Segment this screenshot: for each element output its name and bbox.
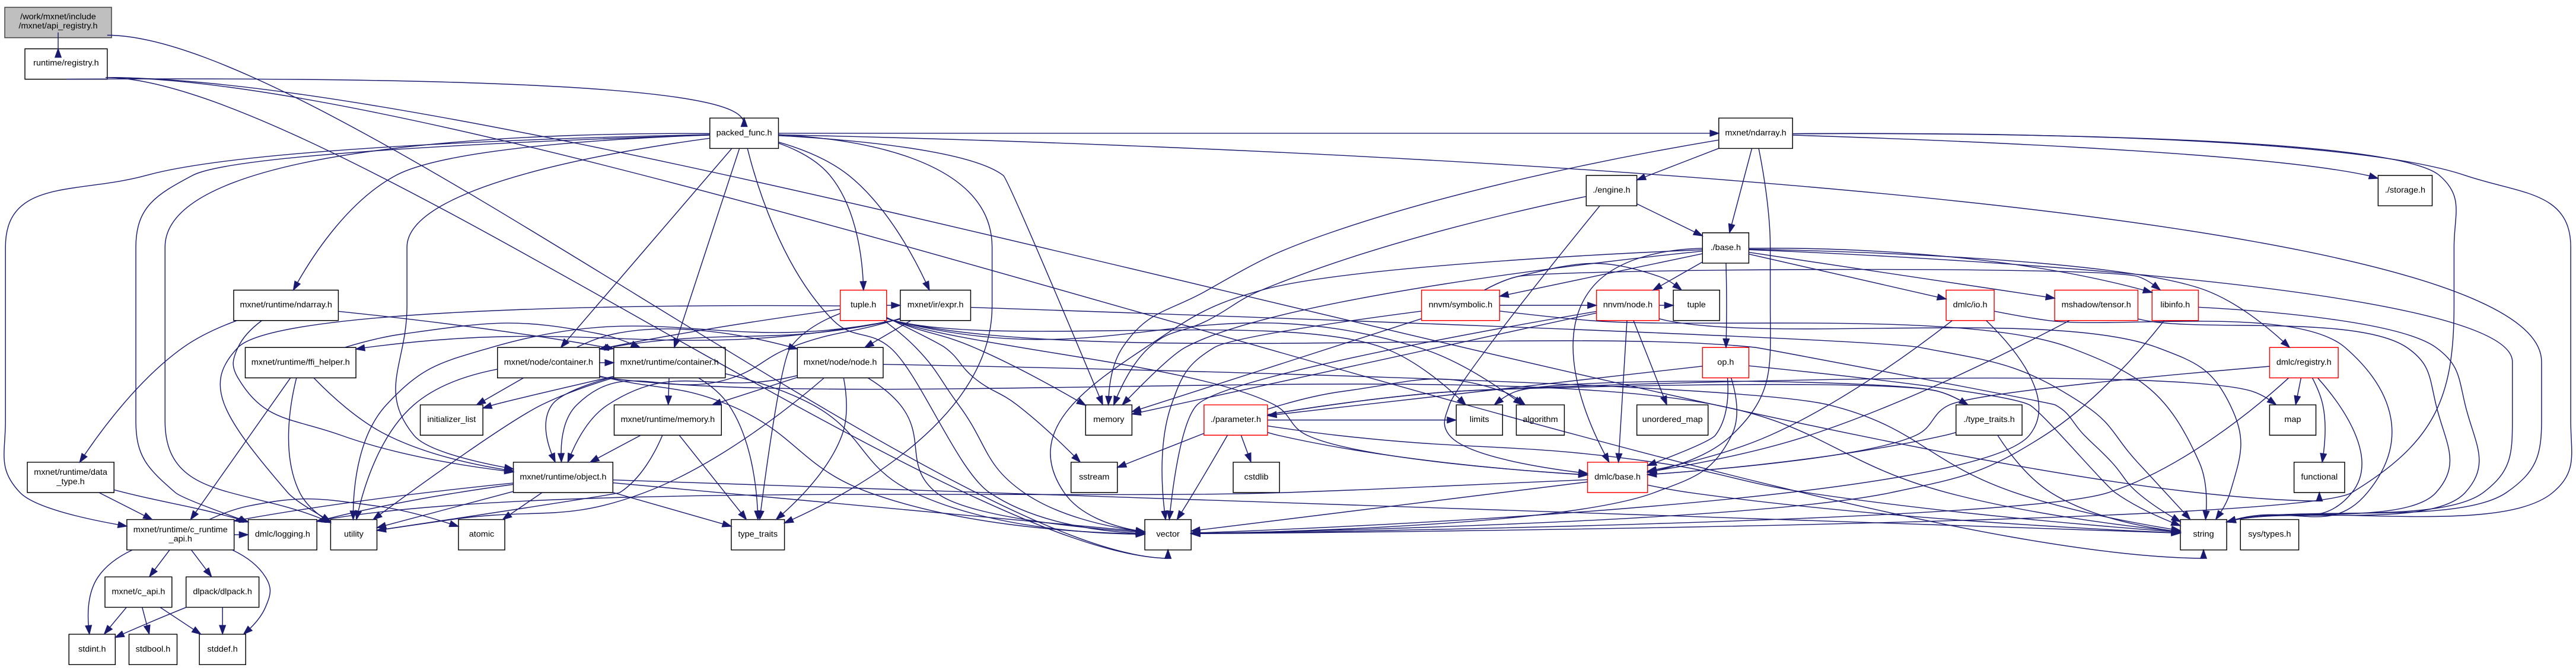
svg-text:tuple.h: tuple.h	[851, 301, 876, 310]
svg-text:atomic: atomic	[469, 530, 495, 539]
svg-text:map: map	[2284, 415, 2301, 424]
svg-text:tuple: tuple	[1687, 301, 1706, 310]
svg-text:limits: limits	[1470, 415, 1489, 424]
svg-text:./storage.h: ./storage.h	[2385, 186, 2425, 195]
svg-text:stdint.h: stdint.h	[78, 644, 106, 654]
svg-text:./parameter.h: ./parameter.h	[1211, 415, 1261, 424]
svg-text:cstdlib: cstdlib	[1244, 472, 1269, 482]
svg-text:utility: utility	[344, 530, 364, 539]
svg-text:_api.h: _api.h	[168, 535, 192, 544]
svg-text:mxnet/node/container.h: mxnet/node/container.h	[504, 358, 593, 367]
svg-text:mxnet/runtime/c_runtime: mxnet/runtime/c_runtime	[133, 525, 228, 535]
svg-text:stdbool.h: stdbool.h	[136, 644, 171, 654]
svg-text:type_traits: type_traits	[738, 530, 778, 539]
svg-text:algorithm: algorithm	[1523, 415, 1558, 424]
svg-text:mxnet/runtime/object.h: mxnet/runtime/object.h	[520, 472, 606, 482]
svg-text:./type_traits.h: ./type_traits.h	[1963, 415, 2015, 424]
svg-text:mxnet/runtime/container.h: mxnet/runtime/container.h	[620, 358, 719, 367]
svg-text:stddef.h: stddef.h	[207, 644, 237, 654]
svg-text:_type.h: _type.h	[56, 477, 84, 487]
svg-text:mshadow/tensor.h: mshadow/tensor.h	[2062, 301, 2131, 310]
svg-text:dmlc/logging.h: dmlc/logging.h	[255, 530, 310, 539]
svg-text:mxnet/runtime/ndarray.h: mxnet/runtime/ndarray.h	[240, 301, 332, 310]
svg-text:./engine.h: ./engine.h	[1593, 186, 1630, 195]
svg-text:functional: functional	[2301, 472, 2338, 482]
svg-text:mxnet/c_api.h: mxnet/c_api.h	[112, 587, 165, 597]
svg-text:string: string	[2193, 530, 2214, 539]
svg-text:dmlc/io.h: dmlc/io.h	[1953, 301, 1988, 310]
svg-text:memory: memory	[1093, 415, 1125, 424]
svg-text:initializer_list: initializer_list	[427, 415, 476, 424]
svg-text:mxnet/ndarray.h: mxnet/ndarray.h	[1725, 128, 1786, 138]
svg-text:/work/mxnet/include: /work/mxnet/include	[20, 12, 96, 21]
svg-text:mxnet/ir/expr.h: mxnet/ir/expr.h	[908, 301, 964, 310]
svg-text:mxnet/runtime/ffi_helper.h: mxnet/runtime/ffi_helper.h	[251, 358, 350, 367]
svg-text:unordered_map: unordered_map	[1642, 415, 1703, 424]
svg-text:runtime/registry.h: runtime/registry.h	[33, 59, 99, 68]
svg-text:dmlc/registry.h: dmlc/registry.h	[2276, 358, 2332, 367]
svg-text:mxnet/runtime/memory.h: mxnet/runtime/memory.h	[621, 415, 715, 424]
svg-text:packed_func.h: packed_func.h	[717, 128, 772, 138]
svg-text:dmlc/base.h: dmlc/base.h	[1594, 472, 1641, 482]
svg-text:nnvm/node.h: nnvm/node.h	[1603, 301, 1653, 310]
svg-text:/mxnet/api_registry.h: /mxnet/api_registry.h	[19, 21, 98, 31]
svg-text:mxnet/runtime/data: mxnet/runtime/data	[34, 468, 107, 477]
svg-text:vector: vector	[1156, 530, 1180, 539]
svg-text:libinfo.h: libinfo.h	[2160, 301, 2190, 310]
svg-text:./base.h: ./base.h	[1711, 243, 1741, 253]
svg-text:sys/types.h: sys/types.h	[2248, 530, 2291, 539]
svg-text:dlpack/dlpack.h: dlpack/dlpack.h	[193, 587, 252, 597]
svg-text:nnvm/symbolic.h: nnvm/symbolic.h	[1429, 301, 1493, 310]
svg-text:mxnet/node/node.h: mxnet/node/node.h	[804, 358, 877, 367]
svg-text:sstream: sstream	[1079, 472, 1109, 482]
svg-text:op.h: op.h	[1717, 358, 1734, 367]
